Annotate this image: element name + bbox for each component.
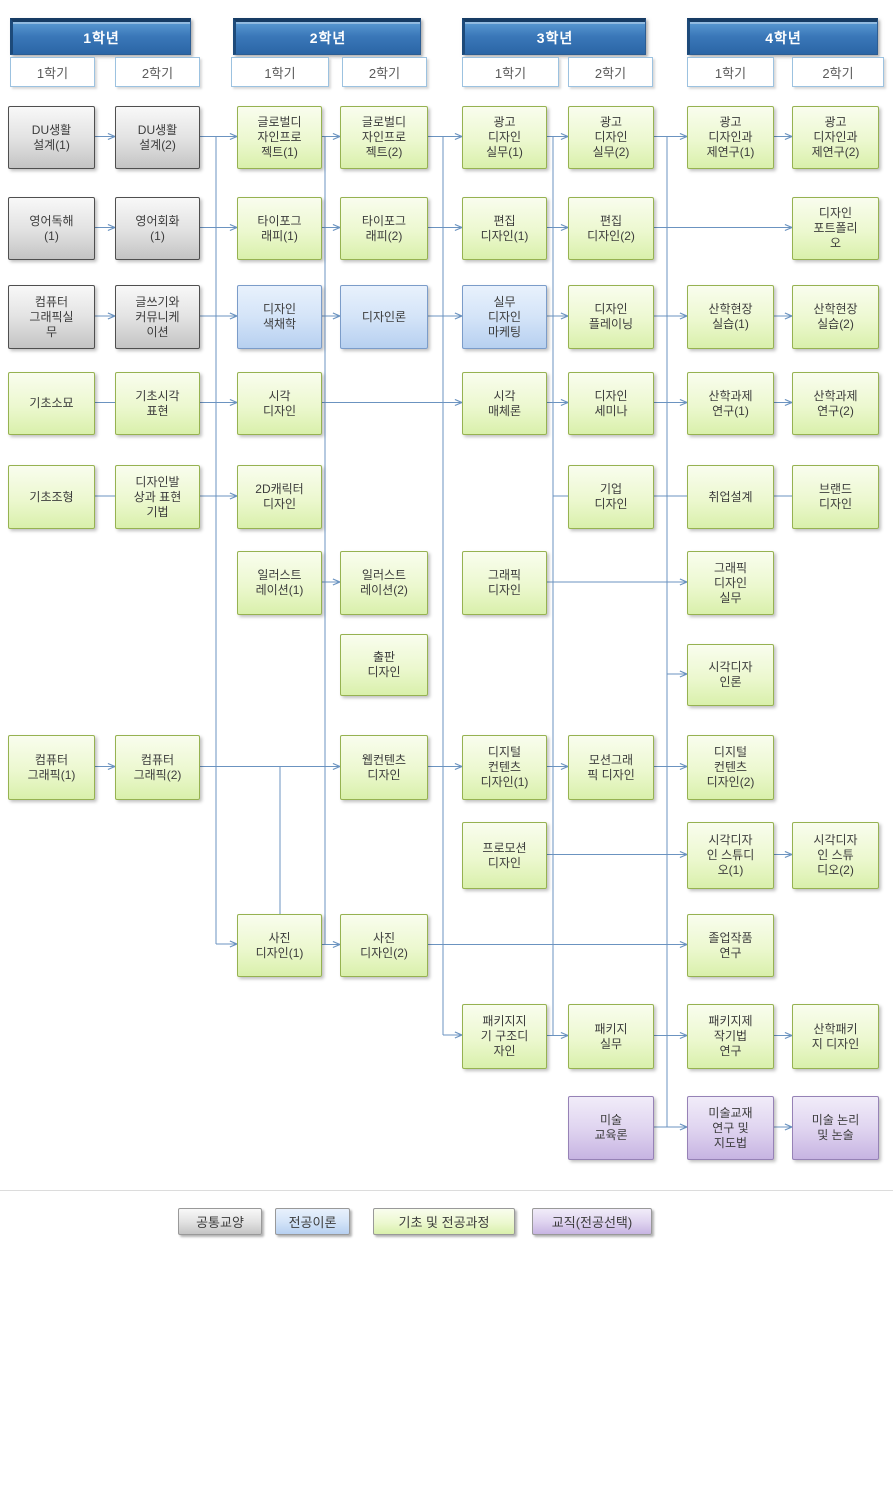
semester-label-year2-1: 1학기 [231, 57, 329, 87]
course-pkgindustry: 산학패키 지 디자인 [792, 1004, 879, 1069]
course-career: 취업설계 [687, 465, 774, 529]
course-planning: 디자인 플레이닝 [568, 285, 654, 349]
course-studio2: 시각디자 인 스튜 디오(2) [792, 822, 879, 889]
course-intern2: 산학현장 실습(2) [792, 285, 879, 349]
course-ideation: 디자인발 상과 표현 기법 [115, 465, 200, 529]
course-corpdesign: 기업 디자인 [568, 465, 654, 529]
course-projres1: 산학과제 연구(1) [687, 372, 774, 435]
course-pkgprac: 패키지 실무 [568, 1004, 654, 1069]
course-graphicprac: 그래픽 디자인 실무 [687, 551, 774, 615]
course-global1: 글로벌디 자인프로 젝트(1) [237, 106, 322, 169]
course-artedu: 미술 교육론 [568, 1096, 654, 1160]
year-header-1: 1학년 [10, 18, 191, 55]
course-global2: 글로벌디 자인프로 젝트(2) [340, 106, 428, 169]
course-pkgstruct: 패키지지 기 구조디 자인 [462, 1004, 547, 1069]
legend-separator-line [0, 1190, 893, 1191]
course-studio1: 시각디자 인 스튜디 오(1) [687, 822, 774, 889]
legend-item-theory: 전공이론 [275, 1208, 350, 1235]
course-basicvis: 기초시각 표현 [115, 372, 200, 435]
semester-label-year4-1: 1학기 [687, 57, 774, 87]
course-char2d: 2D캐릭터 디자인 [237, 465, 322, 529]
course-digital2: 디지털 컨텐츠 디자인(2) [687, 735, 774, 800]
course-ad2: 광고 디자인 실무(2) [568, 106, 654, 169]
course-illust2: 일러스트 레이션(2) [340, 551, 428, 615]
semester-label-year3-1: 1학기 [462, 57, 559, 87]
course-adres1: 광고 디자인과 제연구(1) [687, 106, 774, 169]
course-color: 디자인 색채학 [237, 285, 322, 349]
course-cg1: 컴퓨터 그래픽(1) [8, 735, 95, 800]
course-eng2: 영어회화 (1) [115, 197, 200, 260]
course-seminar: 디자인 세미나 [568, 372, 654, 435]
legend-item-major: 기초 및 전공과정 [373, 1208, 515, 1235]
course-intern1: 산학현장 실습(1) [687, 285, 774, 349]
course-digital1: 디지털 컨텐츠 디자인(1) [462, 735, 547, 800]
semester-label-year2-2: 2학기 [342, 57, 427, 87]
course-photo1: 사진 디자인(1) [237, 914, 322, 977]
course-artlogic: 미술 논리 및 논술 [792, 1096, 879, 1160]
course-photo2: 사진 디자인(2) [340, 914, 428, 977]
course-promotion: 프로모션 디자인 [462, 822, 547, 889]
course-edit2: 편집 디자인(2) [568, 197, 654, 260]
course-ad1: 광고 디자인 실무(1) [462, 106, 547, 169]
course-gradwork: 졸업작품 연구 [687, 914, 774, 977]
course-artmaterial: 미술교재 연구 및 지도법 [687, 1096, 774, 1160]
course-typo2: 타이포그 래피(2) [340, 197, 428, 260]
course-vismedia: 시각 매체론 [462, 372, 547, 435]
course-publish: 출판 디자인 [340, 634, 428, 696]
legend-item-common: 공통교양 [178, 1208, 262, 1235]
course-motion: 모션그래 픽 디자인 [568, 735, 654, 800]
course-projres2: 산학과제 연구(2) [792, 372, 879, 435]
course-illust1: 일러스트 레이션(1) [237, 551, 322, 615]
course-theory: 디자인론 [340, 285, 428, 349]
course-drawing: 기초소묘 [8, 372, 95, 435]
course-du2: DU생활 설계(2) [115, 106, 200, 169]
course-brand: 브랜드 디자인 [792, 465, 879, 529]
course-visdesign: 시각 디자인 [237, 372, 322, 435]
semester-label-year1-1: 1학기 [10, 57, 95, 87]
course-adres2: 광고 디자인과 제연구(2) [792, 106, 879, 169]
course-cg2: 컴퓨터 그래픽(2) [115, 735, 200, 800]
course-portfolio: 디자인 포트폴리 오 [792, 197, 879, 260]
year-header-3: 3학년 [462, 18, 646, 55]
course-graphicdes: 그래픽 디자인 [462, 551, 547, 615]
course-writing: 글쓰기와 커뮤니케 이션 [115, 285, 200, 349]
year-header-2: 2학년 [233, 18, 421, 55]
semester-label-year3-2: 2학기 [568, 57, 653, 87]
course-typo1: 타이포그 래피(1) [237, 197, 322, 260]
year-header-4: 4학년 [687, 18, 878, 55]
semester-label-year4-2: 2학기 [792, 57, 884, 87]
legend-item-teaching: 교직(전공선택) [532, 1208, 652, 1235]
semester-label-year1-2: 2학기 [115, 57, 200, 87]
course-du1: DU생활 설계(1) [8, 106, 95, 169]
course-pkgmethod: 패키지제 작기법 연구 [687, 1004, 774, 1069]
course-vistheory: 시각디자 인론 [687, 644, 774, 706]
course-basicform: 기초조형 [8, 465, 95, 529]
course-cgprac: 컴퓨터 그래픽실 무 [8, 285, 95, 349]
course-webcontent: 웹컨텐츠 디자인 [340, 735, 428, 800]
course-edit1: 편집 디자인(1) [462, 197, 547, 260]
course-marketing: 실무 디자인 마케팅 [462, 285, 547, 349]
course-eng1: 영어독해 (1) [8, 197, 95, 260]
